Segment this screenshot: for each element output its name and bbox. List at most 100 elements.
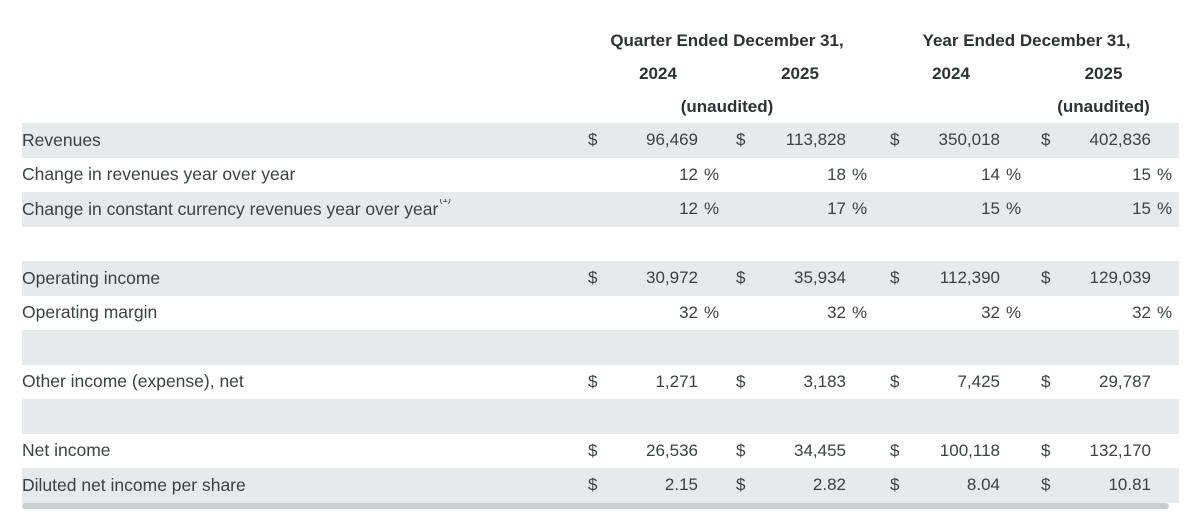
- cell-percent-sign: [1151, 268, 1179, 288]
- cell-value: 12: [679, 199, 698, 219]
- cell-percent-sign: [846, 130, 874, 150]
- year-2025-cell: 15 %: [1041, 165, 1179, 185]
- year-2025-column-header: 2025: [1084, 63, 1123, 83]
- quarter-2025-cell: 18 %: [736, 165, 874, 185]
- quarter-2024-cell: $ 30,972: [588, 268, 726, 288]
- cell-value: 129,039: [1089, 268, 1151, 288]
- cell-currency-symbol: $: [736, 130, 746, 150]
- quarter-2025-column-header: 2025: [781, 63, 819, 83]
- row-label-text: Diluted net income per share: [22, 474, 246, 495]
- cell-value: 14: [981, 164, 1000, 184]
- cell-currency-symbol: [890, 303, 910, 323]
- table-row: [22, 330, 1179, 365]
- cell-currency-symbol: $: [736, 268, 746, 288]
- cell-currency-symbol: $: [588, 440, 598, 460]
- cell-currency-symbol: [588, 199, 608, 219]
- year-2025-cell: $ 129,039: [1041, 268, 1179, 288]
- quarter-2025-cell: 17 %: [736, 199, 874, 219]
- year-unaudited-note: (unaudited): [1057, 96, 1150, 116]
- cell-value: 15: [981, 199, 1000, 219]
- cell-value: 17: [827, 199, 846, 219]
- cell-currency-symbol: [588, 303, 608, 323]
- cell-percent-sign: %: [1006, 164, 1022, 184]
- cell-percent-sign: [1151, 441, 1179, 461]
- cell-value: 10.81: [1108, 475, 1151, 495]
- table-row: Net income $ 26,536 $ 34,455 $ 100,118 $…: [22, 434, 1179, 469]
- year-2025-cell: $ 29,787: [1041, 372, 1179, 392]
- quarter-2025-cell: 32 %: [736, 303, 874, 323]
- row-label: Revenues: [22, 130, 580, 151]
- year-2025-cell: 15 %: [1041, 199, 1179, 219]
- row-label-text: Change in revenues year over year: [22, 164, 296, 185]
- row-label: [22, 406, 580, 427]
- row-label: Net income: [22, 440, 580, 461]
- quarter-2024-cell: 12 %: [588, 199, 726, 219]
- row-label: Operating margin: [22, 302, 580, 323]
- quarter-2024-cell: 32 %: [588, 303, 726, 323]
- cell-value: 18: [827, 164, 846, 184]
- cell-value: 132,170: [1089, 440, 1151, 460]
- cell-percent-sign: %: [852, 302, 868, 322]
- cell-value: 32: [679, 302, 698, 322]
- cell-percent-sign: [1151, 475, 1179, 495]
- cell-currency-symbol: $: [890, 268, 900, 288]
- cell-currency-symbol: $: [588, 130, 598, 150]
- cell-currency-symbol: [588, 165, 608, 185]
- row-label-text: Operating margin: [22, 302, 158, 323]
- year-2024-cell: $ 8.04: [890, 475, 1028, 495]
- cell-value: 8.04: [966, 475, 1000, 495]
- financial-table: Quarter Ended December 31, Year Ended De…: [22, 25, 1179, 503]
- table-row: [22, 227, 1179, 262]
- cell-percent-sign: %: [1157, 302, 1173, 322]
- quarter-2024-cell: $ 1,271: [588, 372, 726, 392]
- row-label: Operating income: [22, 268, 580, 289]
- cell-value: 15: [1132, 164, 1151, 184]
- year-2025-cell: 32 %: [1041, 303, 1179, 323]
- table-row: Change in revenues year over year 12 % 1…: [22, 158, 1179, 193]
- table-body: Revenues $ 96,469 $ 113,828 $ 350,018 $ …: [22, 123, 1179, 503]
- cell-percent-sign: [698, 441, 726, 461]
- cell-value: 32: [827, 302, 846, 322]
- table-row: [22, 399, 1179, 434]
- cell-percent-sign: [1000, 268, 1028, 288]
- cell-percent-sign: [1000, 475, 1028, 495]
- cell-percent-sign: %: [852, 199, 868, 219]
- cell-value: 32: [1132, 302, 1151, 322]
- quarter-unaudited-note: (unaudited): [680, 96, 774, 116]
- row-label: Change in revenues year over year: [22, 164, 580, 185]
- cell-value: 2.82: [812, 475, 846, 495]
- cell-percent-sign: %: [704, 164, 720, 184]
- row-label-text: Change in constant currency revenues yea…: [22, 198, 439, 219]
- row-label-text: Revenues: [22, 129, 101, 150]
- table-header-unaudited-row: (unaudited) (unaudited): [22, 90, 1179, 123]
- row-label: Other income (expense), net: [22, 371, 580, 392]
- quarter-2025-cell: $ 2.82: [736, 475, 874, 495]
- year-2024-column-header: 2024: [932, 63, 970, 83]
- cell-currency-symbol: $: [736, 440, 746, 460]
- cell-percent-sign: [698, 130, 726, 150]
- cell-value: 26,536: [646, 440, 698, 460]
- cell-currency-symbol: $: [890, 371, 900, 391]
- table-row: Revenues $ 96,469 $ 113,828 $ 350,018 $ …: [22, 123, 1179, 158]
- cell-percent-sign: [1000, 130, 1028, 150]
- cell-percent-sign: [1151, 372, 1179, 392]
- cell-percent-sign: %: [704, 199, 720, 219]
- cell-percent-sign: [1000, 372, 1028, 392]
- cell-currency-symbol: [890, 199, 910, 219]
- cell-currency-symbol: $: [1041, 268, 1051, 288]
- quarter-group-header: Quarter Ended December 31,: [610, 31, 844, 50]
- quarter-2025-cell: $ 35,934: [736, 268, 874, 288]
- cell-currency-symbol: $: [890, 475, 900, 495]
- quarter-2024-cell: $ 96,469: [588, 130, 726, 150]
- cell-value: 29,787: [1099, 371, 1151, 391]
- cell-value: 113,828: [785, 130, 846, 150]
- footnote-marker: (1): [439, 198, 451, 205]
- cell-percent-sign: [846, 268, 874, 288]
- cell-currency-symbol: $: [736, 371, 746, 391]
- year-2024-cell: $ 350,018: [890, 130, 1028, 150]
- cell-percent-sign: %: [1006, 199, 1022, 219]
- cell-currency-symbol: $: [736, 475, 746, 495]
- year-group-header: Year Ended December 31,: [922, 31, 1131, 50]
- cell-percent-sign: %: [852, 164, 868, 184]
- year-2024-cell: $ 100,118: [890, 441, 1028, 461]
